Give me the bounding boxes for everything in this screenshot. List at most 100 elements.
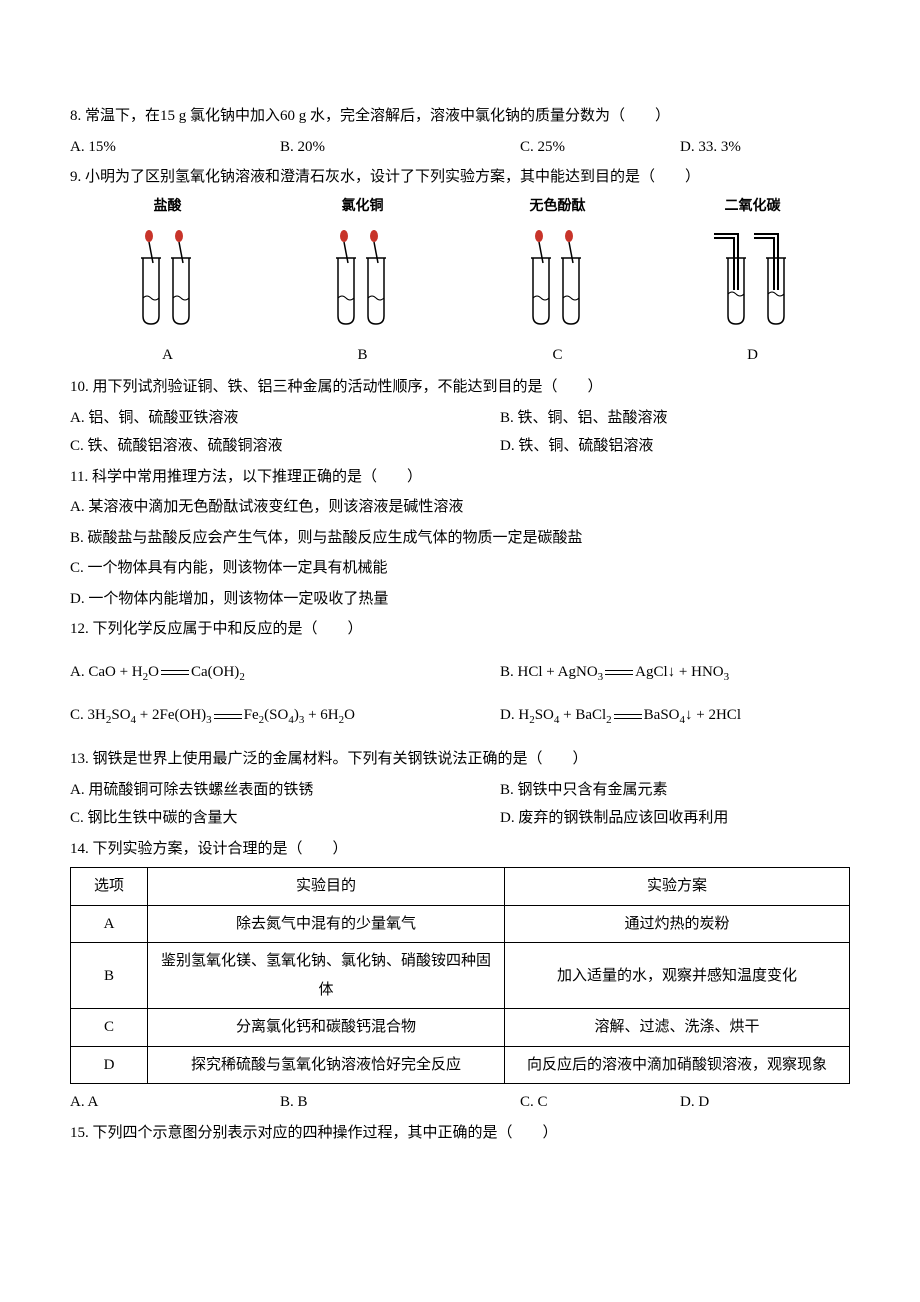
q14-opt-d[interactable]: D. D (680, 1088, 840, 1117)
q11-opt-c[interactable]: C. 一个物体具有内能，则该物体一定具有机械能 (70, 554, 850, 583)
q12-opt-a[interactable]: A. CaO + H2OCa(OH)2 (70, 658, 500, 688)
reaction-arrow-icon (214, 714, 242, 719)
th-purpose: 实验目的 (148, 868, 505, 906)
q9-reagent-d: 二氧化碳 (668, 194, 838, 221)
q12-b-r: AgCl↓ + HNO (635, 664, 723, 680)
q12-d-l2: SO (535, 707, 554, 723)
gas-delivery-icon (708, 228, 798, 328)
q9-stem: 9. 小明为了区别氢氧化钠溶液和澄清石灰水，设计了下列实验方案，其中能达到目的是… (70, 163, 850, 192)
q12-c-r1: Fe (244, 707, 259, 723)
q8-opt-d[interactable]: D. 33. 3% (680, 133, 840, 162)
cell-purpose: 鉴别氢氧化镁、氢氧化钠、氯化钠、硝酸铵四种固体 (148, 943, 505, 1009)
q8-opt-b[interactable]: B. 20% (280, 133, 520, 162)
q9-fig-a (123, 228, 213, 339)
cell-opt: D (71, 1046, 148, 1084)
q10-opt-b[interactable]: B. 铁、铜、铝、盐酸溶液 (500, 404, 850, 433)
q15-stem: 15. 下列四个示意图分别表示对应的四种操作过程，其中正确的是（ ） (70, 1119, 850, 1148)
cell-plan: 加入适量的水，观察并感知温度变化 (505, 943, 850, 1009)
q12-opt-d[interactable]: D. H2SO4 + BaCl2BaSO4↓ + 2HCl (500, 701, 850, 731)
q12-b-l: HCl + AgNO (518, 664, 598, 680)
q12-d-r2: ↓ + 2HCl (685, 707, 741, 723)
q9-fig-c (513, 228, 603, 339)
q12-opt-c[interactable]: C. 3H2SO4 + 2Fe(OH)3Fe2(SO4)3 + 6H2O (70, 701, 500, 731)
q12-d-l: H (518, 707, 529, 723)
q12-c-r2: (SO (264, 707, 288, 723)
q12-a-l: CaO + H (88, 664, 142, 680)
q14-stem: 14. 下列实验方案，设计合理的是（ ） (70, 835, 850, 864)
table-row: C 分离氯化钙和碳酸钙混合物 溶解、过滤、洗涤、烘干 (71, 1009, 850, 1047)
q9-fig-d (708, 228, 798, 339)
cell-purpose: 探究稀硫酸与氢氧化钠溶液恰好完全反应 (148, 1046, 505, 1084)
q12-d-pre: D. (500, 707, 518, 723)
q13-row2: C. 钢比生铁中碳的含量大 D. 废弃的钢铁制品应该回收再利用 (70, 804, 850, 833)
q12-c-r5: O (344, 707, 355, 723)
q14-opts: A. A B. B C. C D. D (70, 1088, 850, 1117)
q9-letter-b[interactable]: B (278, 341, 448, 370)
q11-stem: 11. 科学中常用推理方法，以下推理正确的是（ ） (70, 463, 850, 492)
q12-c-l2: SO (111, 707, 130, 723)
q10-row1: A. 铝、铜、硫酸亚铁溶液 B. 铁、铜、铝、盐酸溶液 (70, 404, 850, 433)
q9-letter-c[interactable]: C (473, 341, 643, 370)
q8-opt-c[interactable]: C. 25% (520, 133, 680, 162)
q9-reagent-labels: 盐酸 氯化铜 无色酚酞 二氧化碳 (70, 194, 850, 221)
q9-letter-a[interactable]: A (83, 341, 253, 370)
q14-opt-b[interactable]: B. B (280, 1088, 520, 1117)
q14-opt-c[interactable]: C. C (520, 1088, 680, 1117)
q9-reagent-c: 无色酚酞 (473, 194, 643, 221)
q12-d-l3: + BaCl (559, 707, 606, 723)
q12-c-r4: + 6H (304, 707, 338, 723)
test-tubes-icon (513, 228, 603, 328)
q12-c-l3: + 2Fe(OH) (136, 707, 206, 723)
q10-stem: 10. 用下列试剂验证铜、铁、铝三种金属的活动性顺序，不能达到目的是（ ） (70, 373, 850, 402)
th-option: 选项 (71, 868, 148, 906)
cell-purpose: 除去氮气中混有的少量氧气 (148, 905, 505, 943)
q13-opt-d[interactable]: D. 废弃的钢铁制品应该回收再利用 (500, 804, 850, 833)
q8-opt-a[interactable]: A. 15% (70, 133, 280, 162)
q9-reagent-b: 氯化铜 (278, 194, 448, 221)
cell-plan: 溶解、过滤、洗涤、烘干 (505, 1009, 850, 1047)
q8-stem: 8. 常温下，在15 g 氯化钠中加入60 g 水，完全溶解后，溶液中氯化钠的质… (70, 102, 850, 131)
q12-a-p: Ca(OH) (191, 664, 239, 680)
q12-row1: A. CaO + H2OCa(OH)2 B. HCl + AgNO3AgCl↓ … (70, 658, 850, 688)
q14-table: 选项 实验目的 实验方案 A 除去氮气中混有的少量氧气 通过灼热的炭粉 B 鉴别… (70, 867, 850, 1084)
table-row: A 除去氮气中混有的少量氧气 通过灼热的炭粉 (71, 905, 850, 943)
q9-fig-b (318, 228, 408, 339)
q10-opt-d[interactable]: D. 铁、铜、硫酸铝溶液 (500, 432, 850, 461)
q11-opt-a[interactable]: A. 某溶液中滴加无色酚酞试液变红色，则该溶液是碱性溶液 (70, 493, 850, 522)
reaction-arrow-icon (161, 670, 189, 675)
q10-opt-a[interactable]: A. 铝、铜、硫酸亚铁溶液 (70, 404, 500, 433)
q13-stem: 13. 钢铁是世界上使用最广泛的金属材料。下列有关钢铁说法正确的是（ ） (70, 745, 850, 774)
cell-plan: 向反应后的溶液中滴加硝酸钡溶液，观察现象 (505, 1046, 850, 1084)
q8-opts: A. 15% B. 20% C. 25% D. 33. 3% (70, 133, 850, 162)
q12-d-r: BaSO (644, 707, 680, 723)
reaction-arrow-icon (614, 714, 642, 719)
q12-opt-b[interactable]: B. HCl + AgNO3AgCl↓ + HNO3 (500, 658, 850, 688)
table-row: B 鉴别氢氧化镁、氢氧化钠、氯化钠、硝酸铵四种固体 加入适量的水，观察并感知温度… (71, 943, 850, 1009)
q11-opt-b[interactable]: B. 碳酸盐与盐酸反应会产生气体，则与盐酸反应生成气体的物质一定是碳酸盐 (70, 524, 850, 553)
q14-opt-a[interactable]: A. A (70, 1088, 280, 1117)
q9-letter-labels: A B C D (70, 341, 850, 370)
cell-opt: A (71, 905, 148, 943)
cell-purpose: 分离氯化钙和碳酸钙混合物 (148, 1009, 505, 1047)
q13-opt-a[interactable]: A. 用硫酸铜可除去铁螺丝表面的铁锈 (70, 776, 500, 805)
q13-opt-c[interactable]: C. 钢比生铁中碳的含量大 (70, 804, 500, 833)
q10-opt-c[interactable]: C. 铁、硫酸铝溶液、硫酸铜溶液 (70, 432, 500, 461)
q13-row1: A. 用硫酸铜可除去铁螺丝表面的铁锈 B. 钢铁中只含有金属元素 (70, 776, 850, 805)
th-plan: 实验方案 (505, 868, 850, 906)
q13-opt-b[interactable]: B. 钢铁中只含有金属元素 (500, 776, 850, 805)
reaction-arrow-icon (605, 670, 633, 675)
q12-stem: 12. 下列化学反应属于中和反应的是（ ） (70, 615, 850, 644)
test-tubes-icon (318, 228, 408, 328)
q11-opt-d[interactable]: D. 一个物体内能增加，则该物体一定吸收了热量 (70, 585, 850, 614)
q12-a-pre: A. (70, 664, 88, 680)
table-header-row: 选项 实验目的 实验方案 (71, 868, 850, 906)
table-row: D 探究稀硫酸与氢氧化钠溶液恰好完全反应 向反应后的溶液中滴加硝酸钡溶液，观察现… (71, 1046, 850, 1084)
test-tubes-icon (123, 228, 213, 328)
q12-row2: C. 3H2SO4 + 2Fe(OH)3Fe2(SO4)3 + 6H2O D. … (70, 701, 850, 731)
q12-c-l1: 3H (88, 707, 106, 723)
cell-plan: 通过灼热的炭粉 (505, 905, 850, 943)
q12-a-r: O (148, 664, 159, 680)
cell-opt: B (71, 943, 148, 1009)
q9-letter-d[interactable]: D (668, 341, 838, 370)
q12-b-pre: B. (500, 664, 518, 680)
